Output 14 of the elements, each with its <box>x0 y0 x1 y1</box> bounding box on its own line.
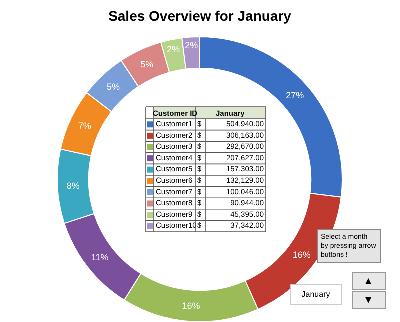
data-label: 2% <box>167 44 180 55</box>
data-label: 2% <box>185 40 198 51</box>
data-label: 5% <box>140 59 154 70</box>
chart-title: Sales Overview for January <box>108 8 292 24</box>
data-label: 16% <box>182 301 200 312</box>
text: ▼ <box>366 296 372 304</box>
data-label: 16% <box>292 250 311 260</box>
data-label: 7% <box>78 121 92 132</box>
data-label: 27% <box>286 90 304 101</box>
data-label: 5% <box>106 82 120 92</box>
text: January <box>302 290 330 299</box>
data-label: 8% <box>66 180 80 191</box>
text: ▲ <box>366 276 372 286</box>
data-label: 11% <box>91 252 109 263</box>
